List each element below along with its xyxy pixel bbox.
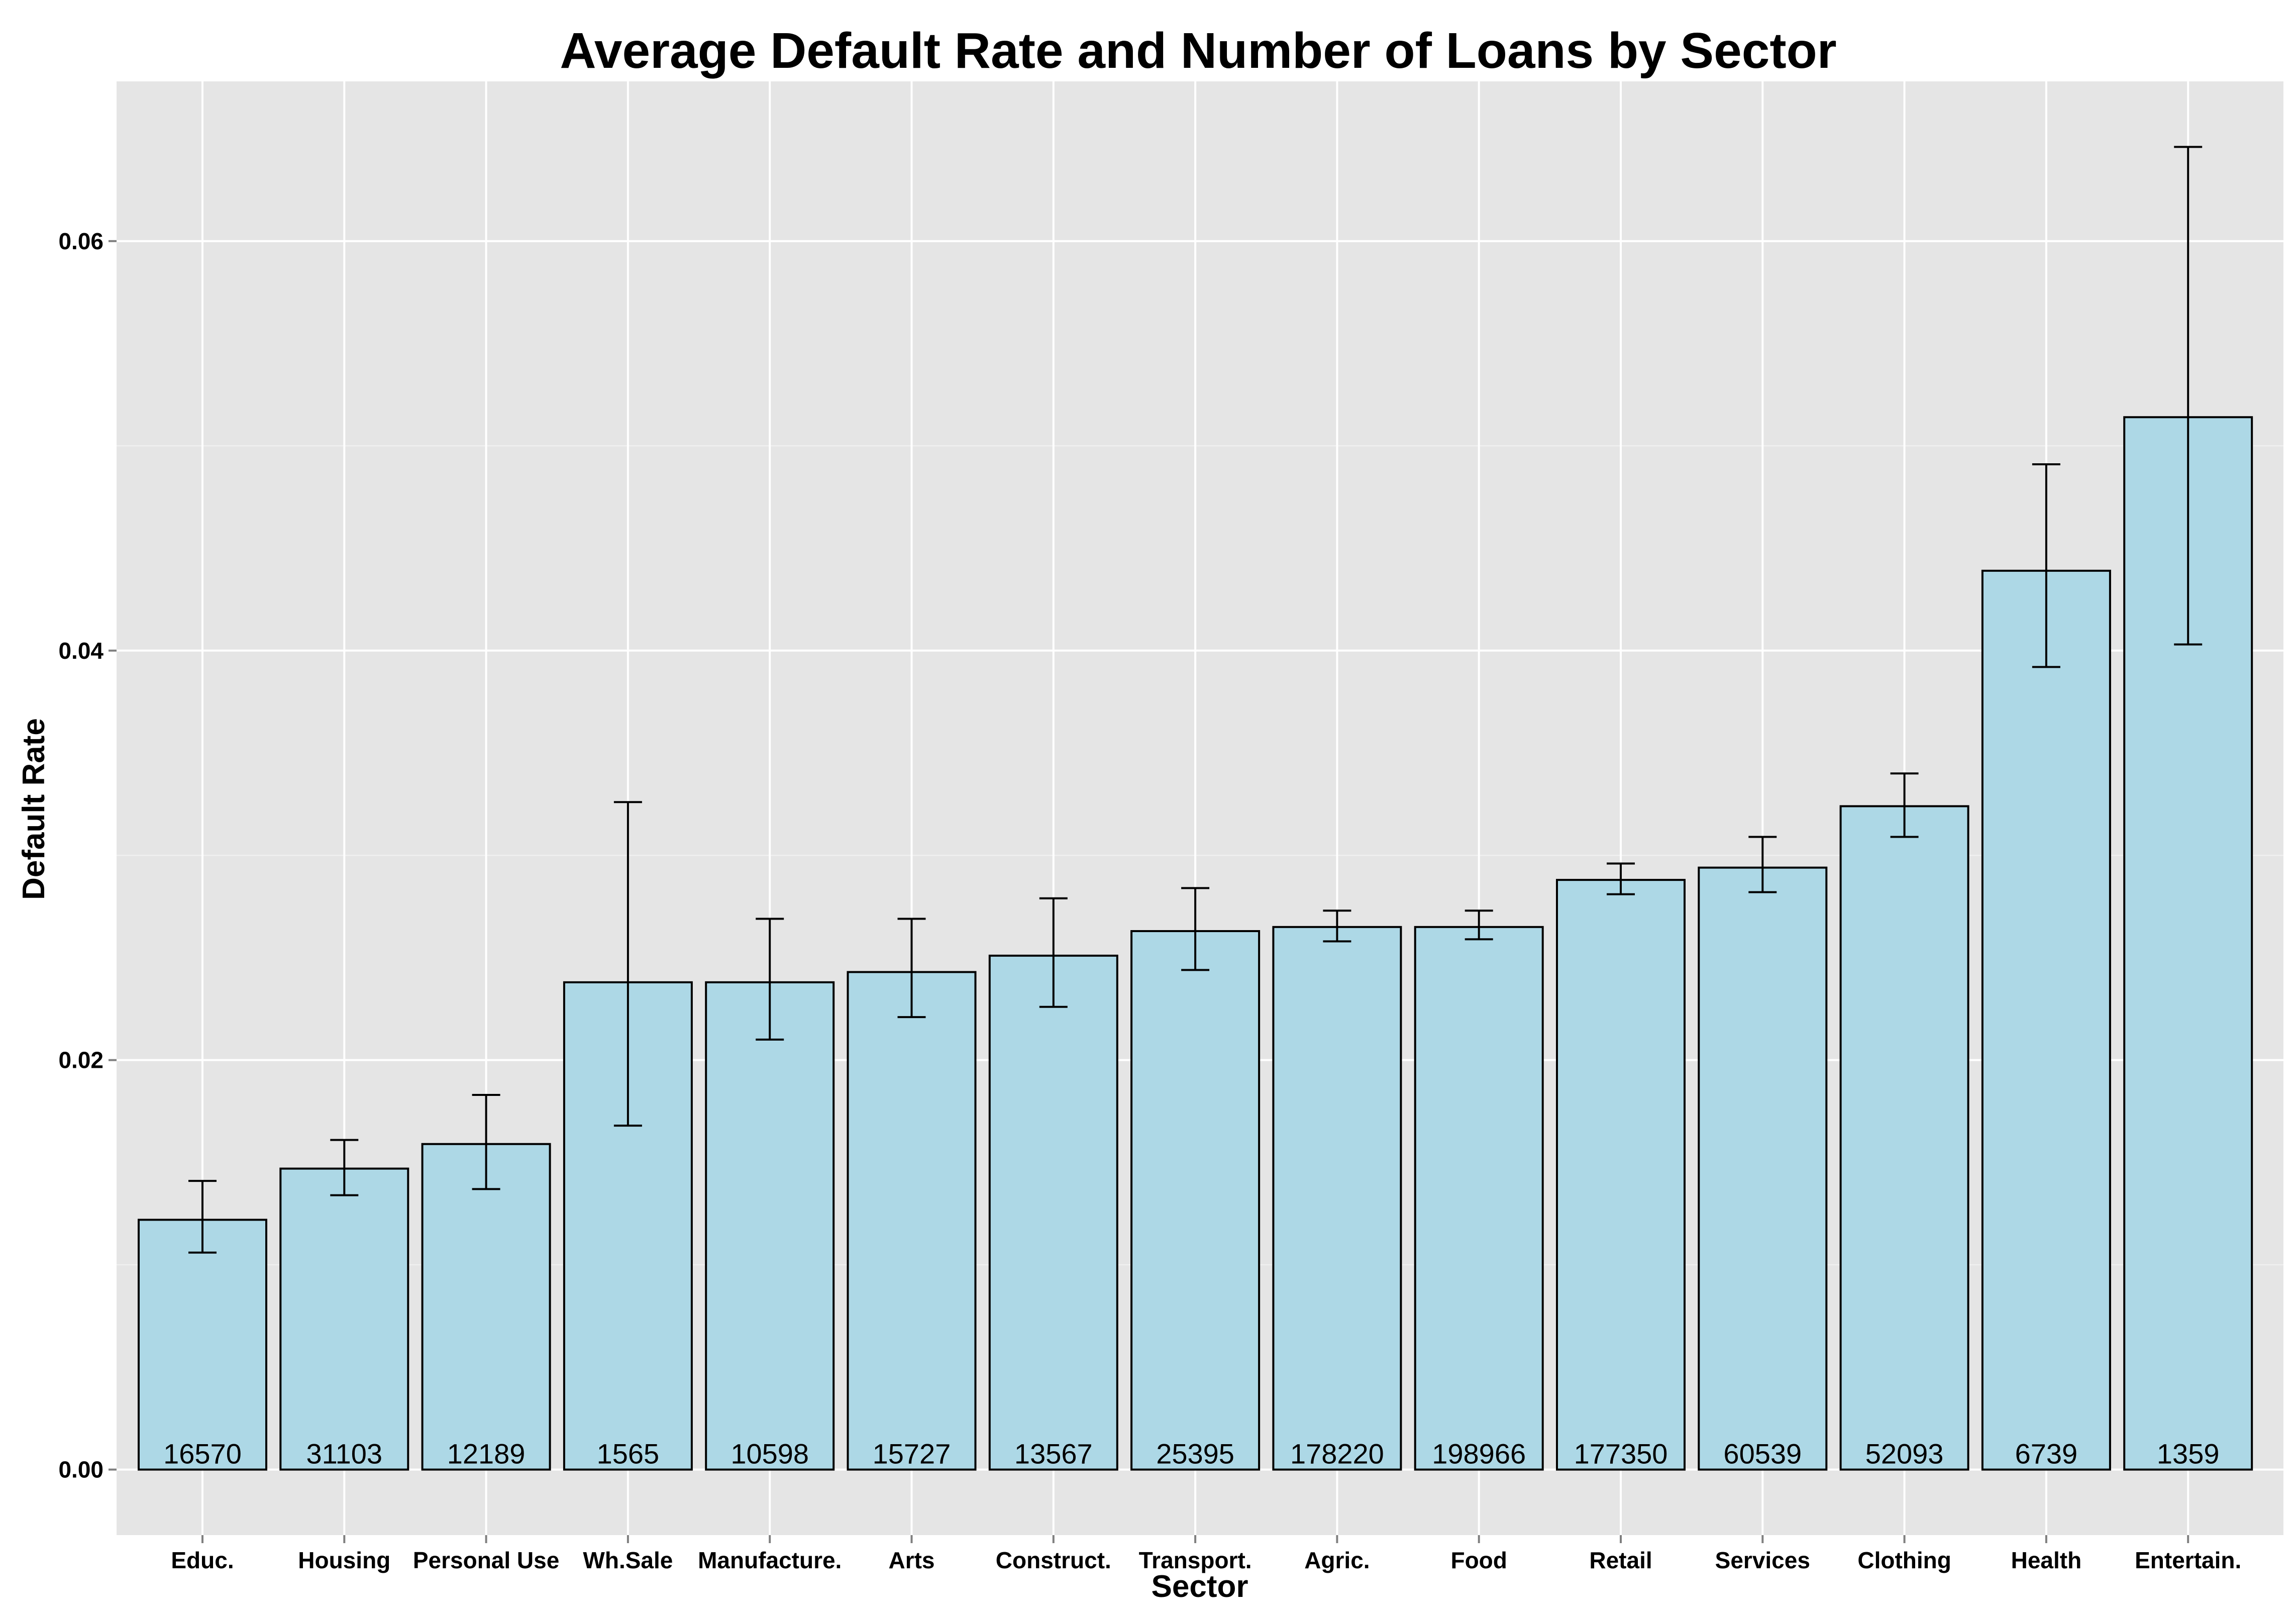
loan-count-label: 198966 — [1432, 1438, 1526, 1470]
loan-count-label: 10598 — [730, 1438, 809, 1470]
bar-health — [1981, 569, 2111, 1471]
y-tick-label: 0.02 — [58, 1047, 103, 1073]
x-tick-label: Wh.Sale — [583, 1547, 673, 1573]
loan-count-label: 178220 — [1290, 1438, 1384, 1470]
x-tick-label: Agric. — [1304, 1547, 1370, 1573]
x-tick-label: Health — [2011, 1547, 2082, 1573]
loan-count-label: 16570 — [163, 1438, 242, 1470]
x-tick-label: Arts — [888, 1547, 934, 1573]
error-bar — [756, 918, 784, 1041]
bar-arts — [847, 971, 977, 1471]
error-bar — [1890, 772, 1919, 838]
x-tick-label: Personal Use — [413, 1547, 559, 1573]
y-tick-label: 0.04 — [58, 638, 103, 664]
x-tick-label: Services — [1715, 1547, 1810, 1573]
loan-count-label: 1565 — [597, 1438, 660, 1470]
loan-count-label: 1359 — [2157, 1438, 2220, 1470]
error-bars — [188, 146, 2203, 1254]
x-tick-label: Retail — [1589, 1547, 1652, 1573]
loan-count-label: 13567 — [1014, 1438, 1093, 1470]
error-bar — [1323, 910, 1351, 943]
loan-count-label: 60539 — [1723, 1438, 1802, 1470]
loan-count-label: 177350 — [1574, 1438, 1668, 1470]
error-bar — [330, 1139, 359, 1196]
error-bar — [613, 801, 642, 1127]
error-bar — [2032, 463, 2060, 668]
bar-personal-use — [421, 1143, 551, 1471]
error-bar — [188, 1180, 217, 1254]
error-bar — [2174, 146, 2203, 646]
bar-construct — [988, 954, 1118, 1471]
x-tick-label: Educ. — [171, 1547, 234, 1573]
loan-count-label: 12189 — [447, 1438, 526, 1470]
error-bar — [1039, 897, 1068, 1008]
error-bar — [897, 918, 926, 1019]
bar-housing — [279, 1167, 409, 1471]
x-axis: Educ. Housing Personal Use Wh.Sale Manufactu… — [171, 1535, 2241, 1573]
bars — [138, 416, 2253, 1471]
bar-agric — [1272, 926, 1402, 1471]
bar-educ — [138, 1219, 267, 1471]
x-tick-label: Entertain. — [2135, 1547, 2241, 1573]
bar-manufacture — [705, 981, 835, 1471]
x-tick-label: Housing — [298, 1547, 390, 1573]
loan-count-label: 31103 — [306, 1438, 383, 1470]
loan-count-label: 15727 — [873, 1438, 951, 1470]
bar-services — [1698, 866, 1828, 1471]
x-tick-label: Food — [1450, 1547, 1507, 1573]
bar-retail — [1556, 879, 1686, 1471]
x-tick-label: Manufacture. — [698, 1547, 842, 1573]
loan-count-label: 6739 — [2015, 1438, 2078, 1470]
bar-clothing — [1839, 805, 1969, 1471]
x-tick-label: Transport. — [1139, 1547, 1252, 1573]
error-bar — [1607, 862, 1635, 895]
y-tick-label: 0.00 — [58, 1457, 103, 1483]
error-bar — [1181, 887, 1210, 971]
error-bar — [1465, 910, 1493, 941]
x-tick-label: Construct. — [996, 1547, 1111, 1573]
y-axis-title: Default Rate — [17, 718, 51, 900]
error-bar — [472, 1093, 500, 1190]
x-tick-label: Clothing — [1857, 1547, 1951, 1573]
count-labels: 16570 31103 12189 1565 10598 15727 13567 25395 1… — [163, 1438, 2219, 1470]
y-axis: 0.00 0.02 0.04 0.06 — [58, 228, 117, 1483]
y-tick-label: 0.06 — [58, 228, 103, 254]
loan-count-label: 25395 — [1156, 1438, 1234, 1470]
bar-transport — [1130, 930, 1261, 1471]
chart-title: Average Default Rate and Number of Loans… — [560, 23, 1836, 79]
error-bar — [1748, 836, 1777, 893]
bar-food — [1414, 926, 1544, 1471]
loan-count-label: 52093 — [1865, 1438, 1944, 1470]
x-axis-title: Sector — [1152, 1569, 1248, 1604]
